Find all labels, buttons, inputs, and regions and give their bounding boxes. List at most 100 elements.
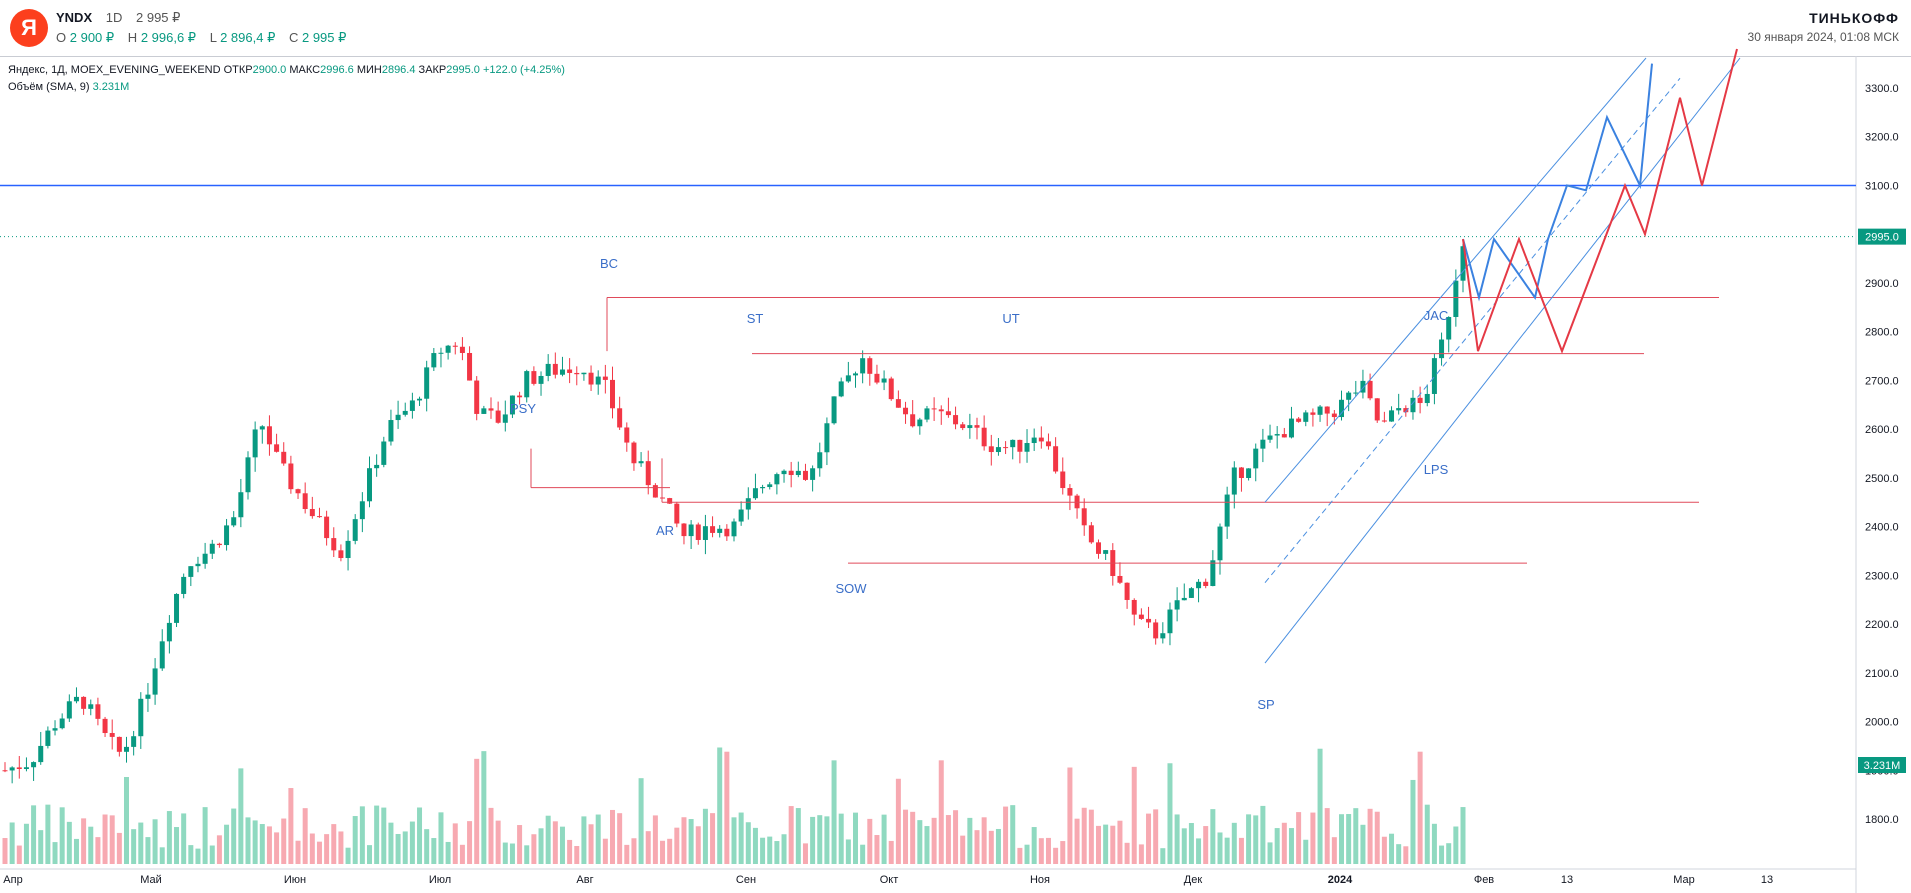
candle-body bbox=[109, 733, 115, 737]
candle-body bbox=[860, 358, 866, 374]
candle-body bbox=[874, 373, 880, 383]
volume-bar bbox=[1439, 845, 1445, 864]
candle-body bbox=[374, 464, 380, 469]
volume-bar bbox=[259, 824, 265, 864]
candle-body bbox=[23, 767, 29, 770]
candle-body bbox=[1038, 437, 1044, 442]
candle-body bbox=[867, 358, 873, 374]
volume-bar bbox=[802, 843, 808, 864]
candle-body bbox=[174, 593, 180, 623]
volume-bar bbox=[474, 758, 480, 864]
volume-bar bbox=[817, 815, 823, 864]
volume-bar bbox=[1446, 843, 1452, 864]
volume-bar bbox=[888, 840, 894, 864]
candle-body bbox=[917, 419, 923, 427]
candle-body bbox=[1296, 418, 1302, 422]
candle-body bbox=[702, 526, 708, 540]
volume-bar bbox=[667, 838, 673, 864]
candle-body bbox=[1031, 437, 1037, 444]
volume-bar bbox=[95, 837, 101, 864]
volume-bar bbox=[710, 813, 716, 864]
candle-body bbox=[1381, 420, 1387, 422]
volume-bar bbox=[1374, 811, 1380, 864]
candle-body bbox=[945, 411, 951, 416]
wyckoff-label: BC bbox=[600, 256, 618, 271]
volume-bar bbox=[174, 827, 180, 864]
candle-body bbox=[338, 550, 344, 559]
volume-bar bbox=[209, 845, 215, 864]
candle-body bbox=[667, 498, 673, 504]
candle-body bbox=[88, 704, 94, 709]
volume-bar bbox=[1203, 826, 1209, 864]
volume-bar bbox=[188, 845, 194, 864]
candle-body bbox=[195, 563, 201, 567]
y-tick-label: 2100.0 bbox=[1865, 668, 1899, 680]
candle-body bbox=[31, 762, 37, 768]
candle-body bbox=[395, 414, 401, 421]
volume-bar bbox=[352, 816, 358, 864]
chart-area[interactable] bbox=[0, 56, 1911, 893]
symbol-header: Я YNDX 1D 2 995 ₽ O 2 900 ₽ H 2 996,6 ₽ … bbox=[0, 0, 1911, 56]
last-price-tag bbox=[1858, 228, 1906, 245]
volume-bar bbox=[1260, 805, 1266, 864]
volume-bar bbox=[981, 817, 987, 864]
candle-body bbox=[695, 524, 701, 540]
h-label: H bbox=[127, 30, 138, 45]
candle-body bbox=[559, 369, 565, 375]
candle-body bbox=[652, 485, 658, 498]
volume-bar bbox=[1138, 844, 1144, 864]
volume-bar bbox=[302, 808, 308, 864]
candle-body bbox=[903, 407, 909, 415]
volume-bar bbox=[31, 805, 37, 864]
c-value: 2 995 ₽ bbox=[301, 30, 347, 45]
volume-bar bbox=[502, 842, 508, 864]
volume-bar bbox=[1181, 828, 1187, 864]
candle-body bbox=[252, 429, 258, 458]
x-tick-label: Авг bbox=[576, 874, 593, 886]
volume-bar bbox=[1331, 837, 1337, 864]
candle-body bbox=[1224, 494, 1230, 527]
candle-body bbox=[402, 410, 408, 415]
x-tick-label: Июл bbox=[429, 874, 451, 886]
volume-bar bbox=[1174, 814, 1180, 864]
volume-bar bbox=[1217, 832, 1223, 864]
candle-body bbox=[231, 517, 237, 526]
volume-bar bbox=[674, 827, 680, 864]
volume-bar bbox=[102, 814, 108, 864]
candle-body bbox=[1160, 633, 1166, 639]
candle-body bbox=[853, 373, 858, 376]
open-label: ОТКР bbox=[223, 64, 253, 76]
candle-body bbox=[202, 553, 208, 564]
volume-bar bbox=[124, 776, 129, 864]
candle-body bbox=[1424, 393, 1430, 404]
volume-tag bbox=[1858, 757, 1906, 773]
symbol-name[interactable]: YNDX bbox=[56, 10, 93, 25]
candle-body bbox=[367, 468, 372, 502]
volume-bar bbox=[1053, 847, 1059, 864]
candle-body bbox=[1181, 597, 1187, 601]
candle-body bbox=[495, 410, 501, 423]
candle-body bbox=[1374, 398, 1380, 421]
volume-bar bbox=[266, 826, 272, 864]
candle-body bbox=[259, 426, 265, 430]
candle-body bbox=[988, 446, 994, 453]
candle-body bbox=[417, 398, 423, 401]
volume-bar bbox=[1045, 837, 1051, 864]
volume-bar bbox=[895, 778, 901, 864]
volume-bar bbox=[345, 847, 351, 864]
y-tick-label: 2400.0 bbox=[1865, 522, 1899, 534]
volume-bar bbox=[152, 819, 158, 864]
candle-body bbox=[424, 367, 430, 399]
candle-body bbox=[717, 528, 723, 533]
candle-body bbox=[66, 701, 72, 719]
candle-body bbox=[745, 498, 751, 510]
volume-bar bbox=[717, 747, 723, 864]
volume-bar bbox=[602, 838, 608, 864]
candle-body bbox=[524, 371, 530, 398]
candle-body bbox=[467, 352, 473, 381]
volume-bar bbox=[252, 820, 258, 864]
candle-body bbox=[81, 696, 87, 709]
interval[interactable]: 1D bbox=[105, 10, 123, 25]
volume-bar bbox=[9, 822, 15, 864]
